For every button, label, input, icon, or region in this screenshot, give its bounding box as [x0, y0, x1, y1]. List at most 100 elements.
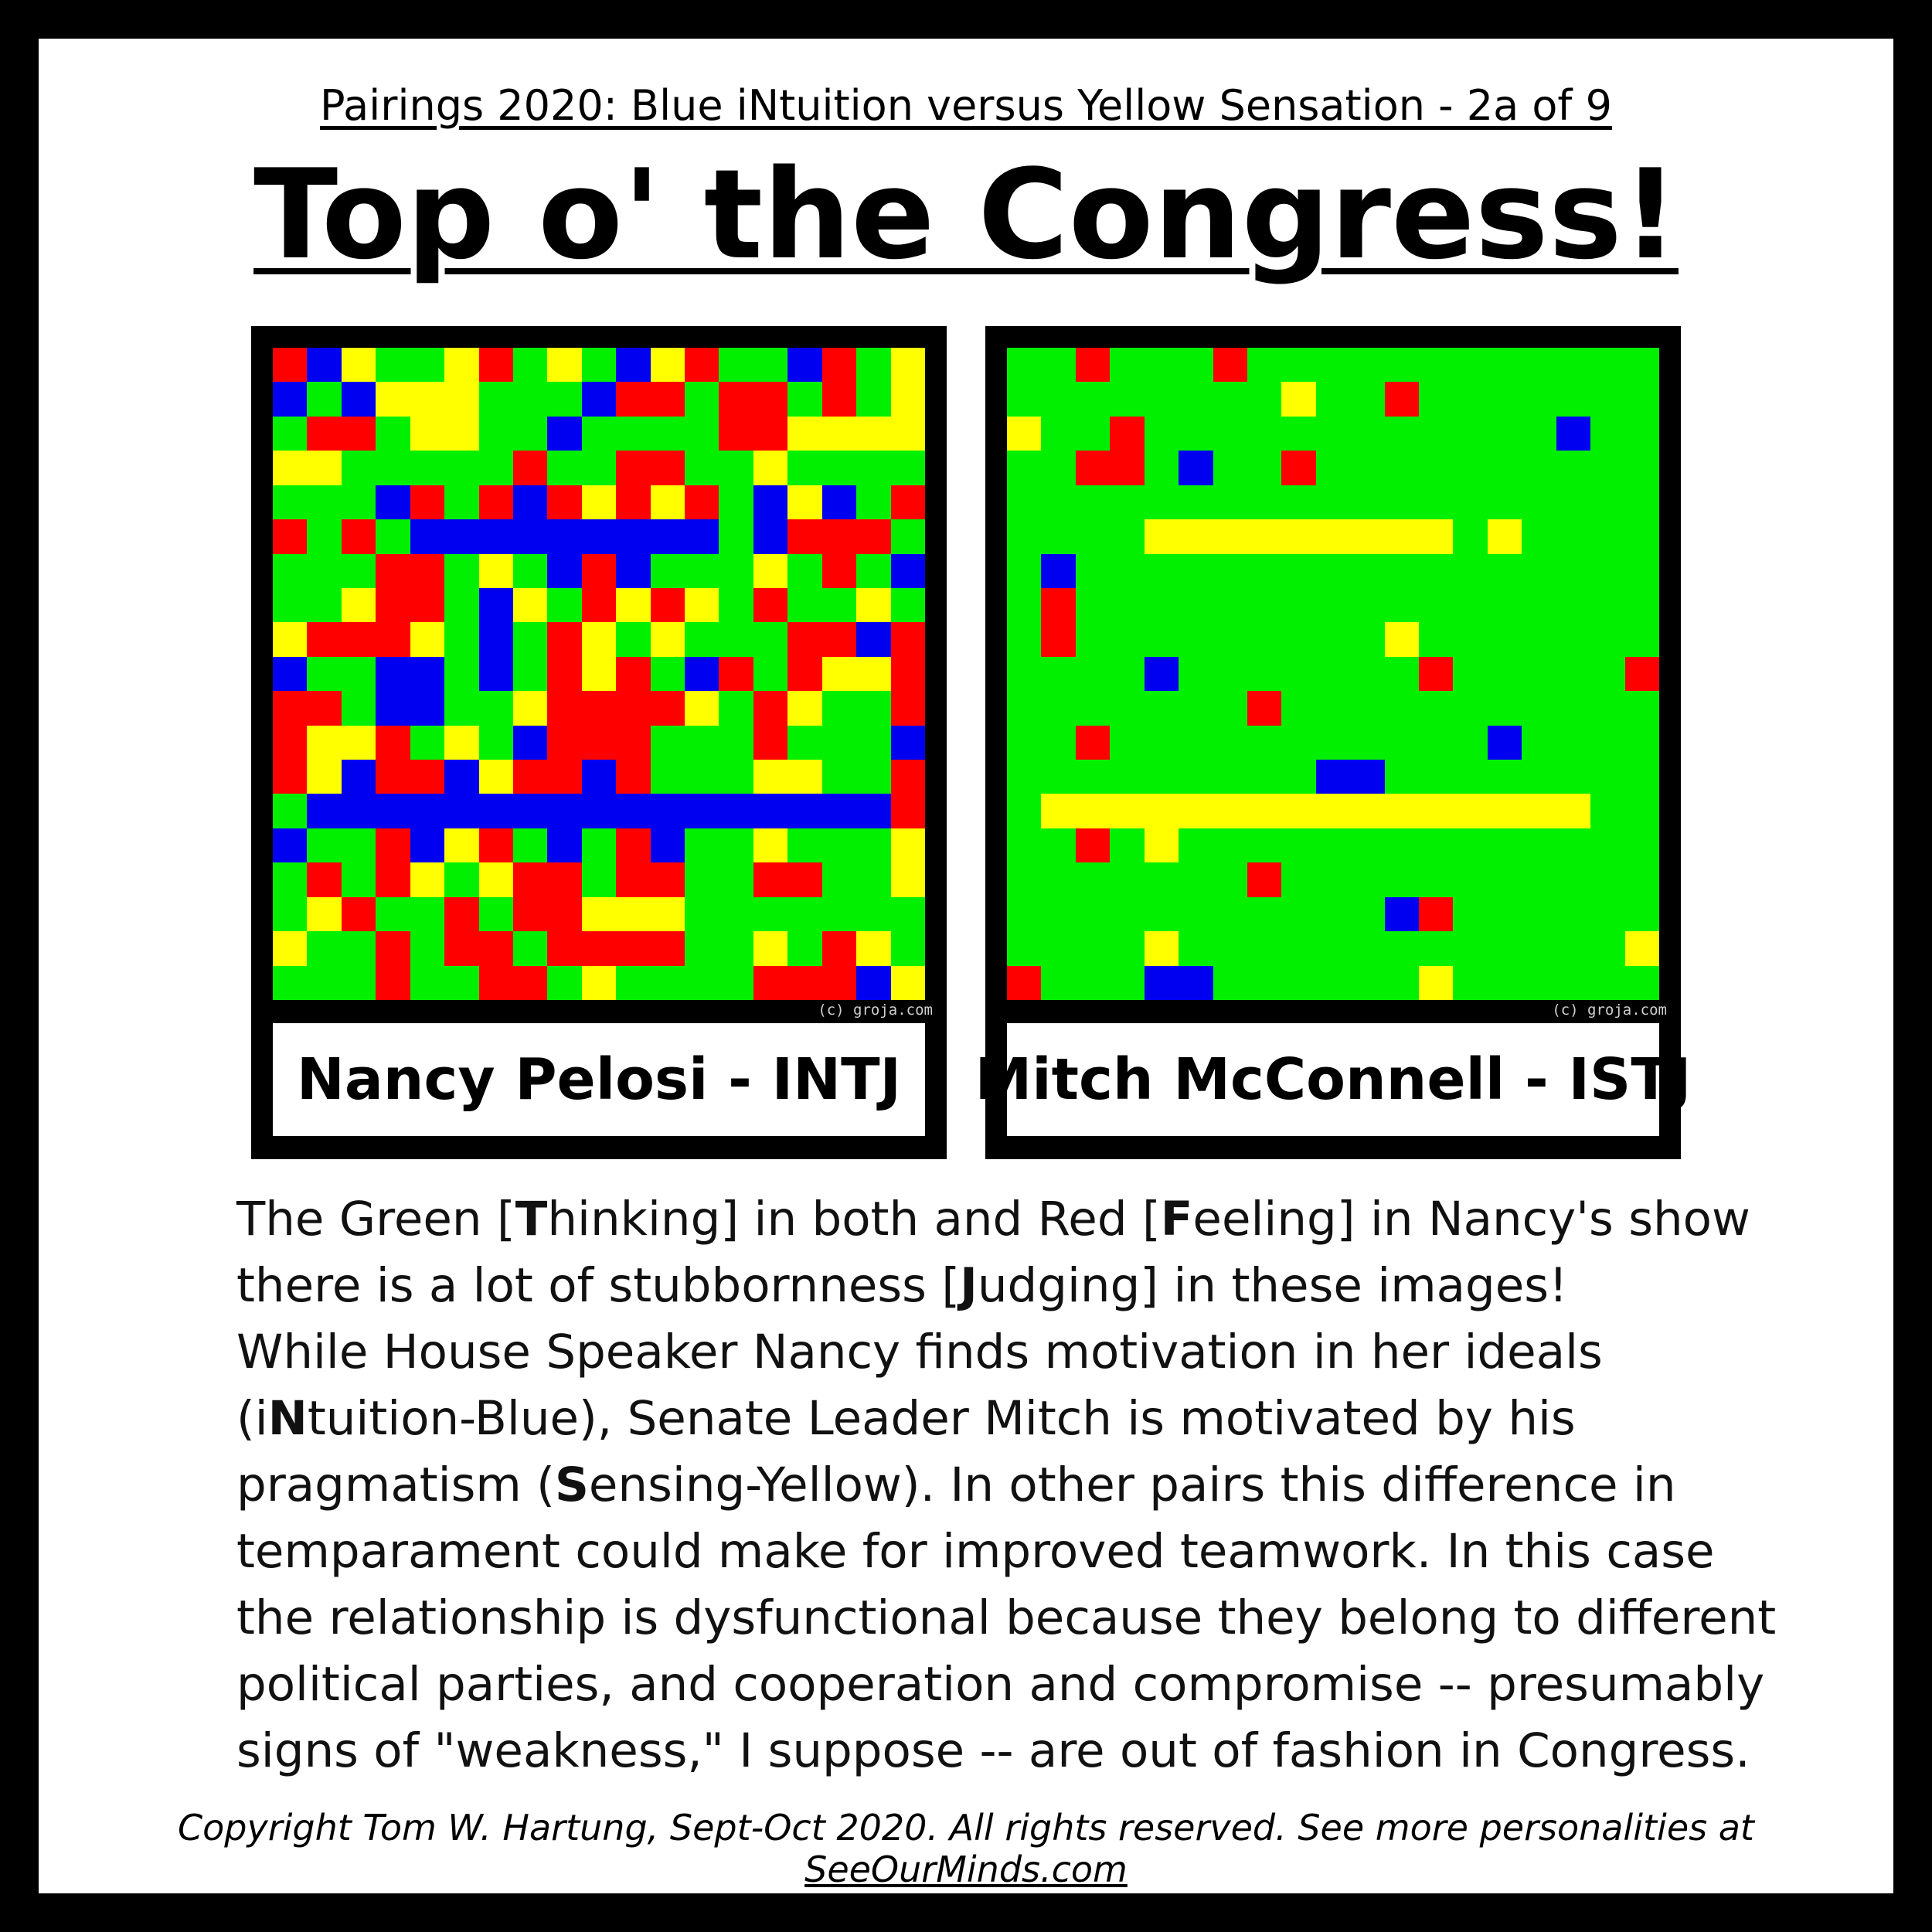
- grid-cell-green: [410, 897, 444, 931]
- grid-cell-blue: [651, 519, 685, 554]
- grid-cell-green: [1316, 897, 1350, 931]
- grid-cell-green: [616, 417, 651, 451]
- grid-cell-blue: [342, 382, 376, 417]
- grid-cell-green: [1625, 828, 1659, 862]
- grid-cell-green: [1488, 760, 1522, 794]
- grid-cell-green: [1041, 760, 1076, 794]
- grid-cell-red: [651, 931, 685, 966]
- grid-cell-green: [1625, 622, 1659, 657]
- grid-cell-blue: [307, 794, 342, 828]
- grid-cell-green: [856, 726, 891, 760]
- grid-cell-green: [1281, 862, 1316, 897]
- grid-cell-red: [787, 622, 822, 657]
- grid-cell-green: [1041, 485, 1076, 519]
- grid-cell-yellow: [822, 657, 856, 691]
- grid-cell-green: [856, 554, 891, 588]
- grid-cell-green: [1385, 760, 1419, 794]
- grid-cell-red: [582, 931, 616, 966]
- grid-cell-green: [1179, 897, 1213, 931]
- grid-cell-yellow: [1350, 519, 1385, 554]
- grid-cell-blue: [410, 691, 444, 726]
- grid-cell-red: [616, 657, 651, 691]
- grid-cell-yellow: [513, 691, 547, 726]
- grid-cell-green: [616, 622, 651, 657]
- text-run: While House Speaker Nancy finds motivati…: [236, 1325, 1603, 1446]
- grid-cell-yellow: [651, 897, 685, 931]
- grid-cell-green: [1281, 966, 1316, 1000]
- grid-cell-green: [1419, 417, 1453, 451]
- grid-cell-red: [547, 931, 582, 966]
- grid-cell-blue: [891, 726, 925, 760]
- grid-cell-green: [1625, 485, 1659, 519]
- grid-cell-green: [479, 897, 513, 931]
- grid-cell-green: [1316, 931, 1350, 966]
- grid-cell-green: [1110, 760, 1145, 794]
- grid-cell-yellow: [582, 897, 616, 931]
- grid-cell-yellow: [1453, 794, 1488, 828]
- grid-cell-blue: [685, 794, 719, 828]
- grid-cell-red: [479, 348, 513, 382]
- grid-cell-green: [1556, 966, 1590, 1000]
- grid-cell-yellow: [1179, 519, 1213, 554]
- paragraph-2: While House Speaker Nancy finds motivati…: [236, 1319, 1782, 1784]
- bold-letter: J: [960, 1258, 978, 1313]
- grid-cell-green: [307, 657, 342, 691]
- grid-cell-yellow: [273, 622, 307, 657]
- grid-cell-yellow: [616, 588, 651, 622]
- grid-cell-green: [1179, 726, 1213, 760]
- grid-cell-green: [547, 451, 582, 485]
- grid-cell-green: [1350, 897, 1385, 931]
- grid-cell-blue: [342, 760, 376, 794]
- grid-cell-green: [1213, 897, 1247, 931]
- grid-cell-red: [376, 554, 410, 588]
- grid-cell-green: [1625, 897, 1659, 931]
- grid-cell-green: [1385, 451, 1419, 485]
- grid-cell-blue: [891, 554, 925, 588]
- grid-cell-green: [1007, 726, 1041, 760]
- grid-cell-green: [1350, 726, 1385, 760]
- grid-cell-green: [1556, 657, 1590, 691]
- grid-cell-green: [1281, 691, 1316, 726]
- grid-cell-yellow: [685, 588, 719, 622]
- grid-cell-green: [719, 897, 753, 931]
- name-label-box: Nancy Pelosi - INTJ: [273, 1023, 925, 1136]
- grid-cell-red: [891, 760, 925, 794]
- grid-cell-green: [1007, 554, 1041, 588]
- grid-cell-green: [1281, 622, 1316, 657]
- title-text: Top o' the Congress!: [253, 142, 1679, 287]
- grid-cell-green: [1076, 760, 1110, 794]
- grid-cell-blue: [479, 519, 513, 554]
- grid-cell-yellow: [1522, 794, 1556, 828]
- grid-cell-green: [822, 451, 856, 485]
- grid-cell-green: [1590, 451, 1625, 485]
- grid-cell-green: [1625, 760, 1659, 794]
- paragraph-1: The Green [Thinking] in both and Red [Fe…: [236, 1186, 1782, 1319]
- website-link[interactable]: SeeOurMinds.com: [804, 1849, 1128, 1890]
- grid-cell-blue: [787, 794, 822, 828]
- grid-cell-green: [685, 862, 719, 897]
- grid-cell-green: [1488, 828, 1522, 862]
- grid-cell-green: [1590, 726, 1625, 760]
- grid-cell-yellow: [410, 862, 444, 897]
- grid-cell-green: [685, 417, 719, 451]
- grid-cell-yellow: [891, 966, 925, 1000]
- grid-cell-green: [1007, 451, 1041, 485]
- grid-cell-green: [1590, 485, 1625, 519]
- grid-cell-red: [1110, 451, 1145, 485]
- grid-cell-green: [1213, 862, 1247, 897]
- grid-cell-green: [753, 348, 787, 382]
- grid-cell-green: [1419, 451, 1453, 485]
- grid-cell-red: [891, 691, 925, 726]
- grid-cell-green: [1076, 485, 1110, 519]
- grid-cell-green: [513, 931, 547, 966]
- grid-cell-green: [1213, 622, 1247, 657]
- grid-cell-yellow: [1488, 519, 1522, 554]
- grid-cell-green: [1213, 931, 1247, 966]
- grid-cell-red: [410, 760, 444, 794]
- grid-cell-green: [1213, 554, 1247, 588]
- grid-cell-blue: [616, 554, 651, 588]
- grid-cell-green: [1419, 862, 1453, 897]
- grid-cell-green: [1350, 657, 1385, 691]
- grid-cell-green: [547, 588, 582, 622]
- grid-cell-red: [616, 760, 651, 794]
